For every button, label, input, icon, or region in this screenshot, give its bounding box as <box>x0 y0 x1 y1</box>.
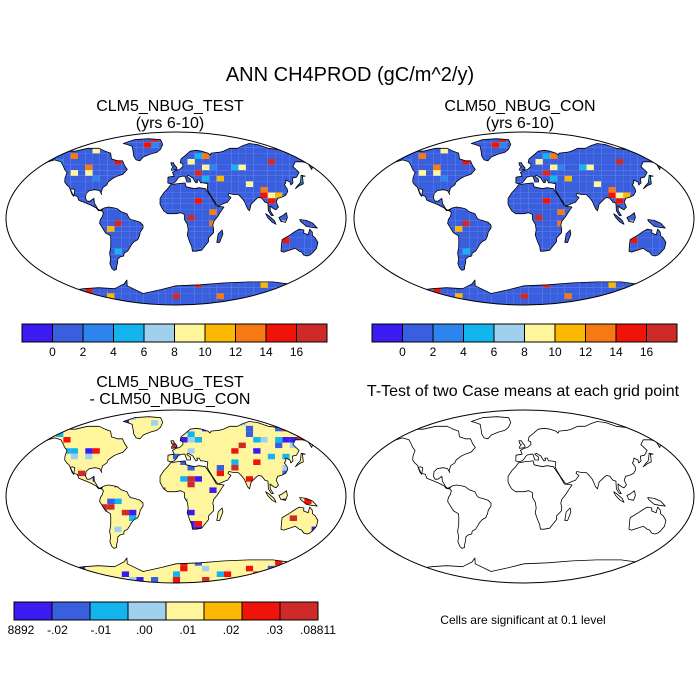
figure-title: ANN CH4PROD (gC/m^2/y) <box>225 64 475 86</box>
panel-title-control: CLM50_NBUG_CON (yrs 6-10) <box>405 98 635 132</box>
colorbar-tick-label: 8 <box>521 345 528 359</box>
colorbar-tick-label: 4 <box>460 345 467 359</box>
colorbar-tick-label: 14 <box>259 345 273 359</box>
map-border <box>5 409 347 584</box>
map-ttest <box>353 409 695 584</box>
colorbar-swatch <box>52 323 84 343</box>
colorbar-swatch <box>165 601 205 621</box>
colorbar-tick-label: 2 <box>430 345 437 359</box>
colorbar-swatch <box>174 323 206 343</box>
colorbar-swatch <box>143 323 175 343</box>
colorbar-swatch <box>265 323 297 343</box>
colorbar-swatch <box>402 323 434 343</box>
colorbar-tick-label: 0 <box>399 345 406 359</box>
panel-title-test-line2: (yrs 6-10) <box>135 115 205 132</box>
colorbar-tick-label: .02 <box>223 623 240 637</box>
colorbar-swatch <box>432 323 464 343</box>
colorbar-swatch <box>585 323 617 343</box>
colorbar-tick-label: .01 <box>179 623 196 637</box>
colorbar-tick-label: 2 <box>80 345 87 359</box>
coastlines <box>36 138 323 305</box>
colorbar-tick-label: 16 <box>640 345 654 359</box>
colorbar-tick-label: 6 <box>141 345 148 359</box>
colorbar-tick-label: 8 <box>171 345 178 359</box>
panel-title-ttest: T-Test of two Case means at each grid po… <box>366 383 680 400</box>
colorbar-tick-label: -.02 <box>47 623 68 637</box>
colorbar-swatch <box>463 323 495 343</box>
colorbar-tick-label: 12 <box>579 345 593 359</box>
colorbar-tick-label: 12 <box>229 345 243 359</box>
colorbar-swatch <box>615 323 647 343</box>
colorbar-tick-label: 16 <box>290 345 304 359</box>
colorbar-tick-label: .00 <box>136 623 153 637</box>
map-test <box>5 131 347 306</box>
colorbar-swatch <box>21 323 53 343</box>
colorbar-tick-label: 6 <box>491 345 498 359</box>
colorbar-swatch <box>296 323 328 343</box>
colorbar-tick-label: .03 <box>266 623 283 637</box>
colorbar-swatch <box>13 601 53 621</box>
colorbar-swatch <box>82 323 114 343</box>
colorbar-swatch <box>493 323 525 343</box>
ttest-significance-note: Cells are significant at 0.1 level <box>440 613 606 627</box>
map-border <box>353 409 695 584</box>
colorbar-difference: -.38892 -.02 -.01 .00 .01 .02 .03 .08811 <box>8 601 336 637</box>
colorbar-tick-label: -.01 <box>91 623 112 637</box>
colorbar-tick-label: 10 <box>548 345 562 359</box>
colorbar-swatch <box>89 601 129 621</box>
panel-title-test-line1: CLM5_NBUG_TEST <box>96 98 244 115</box>
colorbar-swatch <box>371 323 403 343</box>
colorbar-tick-label: 10 <box>198 345 212 359</box>
colorbar-swatch <box>51 601 91 621</box>
colorbar-swatch <box>203 601 243 621</box>
colorbar-tick-label: -.38892 <box>8 623 35 637</box>
colorbar-swatch <box>127 601 167 621</box>
panel-title-difference: CLM5_NBUG_TEST - CLM50_NBUG_CON <box>55 374 285 408</box>
colorbar-swatch <box>524 323 556 343</box>
map-border <box>353 131 695 306</box>
colorbar-swatch <box>241 601 281 621</box>
panel-title-control-line2: (yrs 6-10) <box>485 115 555 132</box>
colorbar-swatch <box>554 323 586 343</box>
colorbar-swatch <box>235 323 267 343</box>
panel-title-difference-line2: - CLM50_NBUG_CON <box>89 391 251 408</box>
colorbar-swatch <box>113 323 145 343</box>
coastlines <box>384 416 671 583</box>
map-border <box>5 131 347 306</box>
colorbar-swatch <box>646 323 678 343</box>
panel-title-difference-line1: CLM5_NBUG_TEST <box>96 374 244 391</box>
colorbar-swatch <box>204 323 236 343</box>
colorbar-tick-label: 0 <box>49 345 56 359</box>
colorbar-swatch <box>279 601 319 621</box>
colorbar-tick-label: 4 <box>110 345 117 359</box>
map-difference <box>5 409 347 584</box>
panel-title-control-line1: CLM50_NBUG_CON <box>444 98 596 115</box>
colorbar-control: 0 2 4 6 8 10 12 14 16 <box>371 323 678 359</box>
colorbar-tick-label: .08811 <box>300 623 336 637</box>
map-control <box>353 131 695 306</box>
panel-title-test: CLM5_NBUG_TEST (yrs 6-10) <box>55 98 285 132</box>
colorbar-test: 0 2 4 6 8 10 12 14 16 <box>21 323 328 359</box>
colorbar-tick-label: 14 <box>609 345 623 359</box>
